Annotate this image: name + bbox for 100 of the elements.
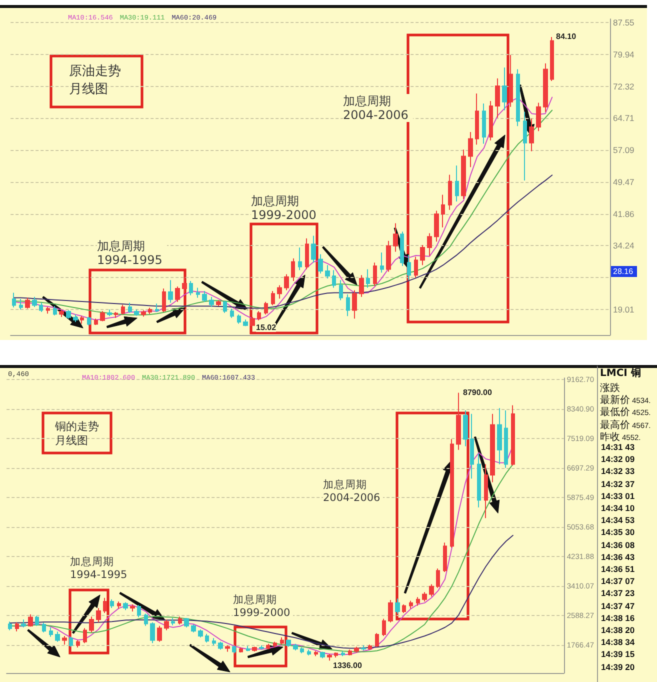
- candlestick: [252, 646, 257, 652]
- candlestick: [441, 194, 445, 228]
- text: 14:32 09: [601, 453, 635, 466]
- candlestick: [502, 67, 507, 111]
- text: 14:36 51: [601, 563, 635, 576]
- candlestick: [32, 296, 37, 308]
- line-series: [14, 174, 553, 309]
- text: 14:35 30: [601, 526, 635, 539]
- candlestick: [286, 639, 291, 648]
- candlestick: [359, 274, 364, 298]
- y-tick-label: 49.47: [613, 176, 635, 187]
- candlestick: [393, 222, 398, 252]
- candlestick: [346, 294, 350, 317]
- candlestick: [354, 646, 359, 654]
- candlestick: [69, 636, 73, 648]
- text: 14:34 53: [601, 514, 635, 526]
- candlestick: [273, 641, 277, 648]
- candlestick: [443, 542, 447, 573]
- candlestick: [237, 314, 241, 324]
- candlestick: [164, 618, 169, 631]
- y-tick-label: 87.55: [613, 18, 635, 28]
- text: 14:32 33: [601, 465, 635, 478]
- candlestick: [87, 316, 91, 326]
- candlestick: [543, 62, 548, 112]
- candlestick: [191, 624, 196, 633]
- candlestick: [182, 276, 187, 294]
- candlestick: [300, 646, 304, 654]
- candlestick: [402, 604, 406, 614]
- candlestick: [137, 604, 141, 618]
- candlestick: [455, 164, 459, 202]
- candlestick: [89, 616, 94, 633]
- text: 涨跌: [600, 383, 620, 394]
- candlestick: [232, 646, 236, 654]
- candlestick: [59, 309, 64, 318]
- candlestick: [73, 314, 78, 323]
- candlestick: [130, 604, 135, 612]
- candlestick: [83, 628, 87, 644]
- candlestick: [291, 258, 295, 282]
- y-tick-label: 57.09: [613, 145, 635, 156]
- candlestick: [46, 306, 50, 314]
- candlestick: [8, 621, 12, 631]
- candlestick: [110, 598, 114, 608]
- candlestick: [223, 300, 227, 314]
- annotation: 加息周期 1999-2000: [233, 594, 293, 620]
- candlestick: [21, 618, 26, 628]
- text: 14:31 43: [601, 442, 635, 454]
- text: 原油走势月线图: [69, 63, 122, 99]
- line-series: [10, 534, 514, 650]
- annotation: 28.16: [611, 266, 638, 277]
- candlestick: [320, 651, 325, 659]
- candlestick: [307, 649, 311, 656]
- candlestick: [366, 268, 370, 288]
- candlestick: [117, 600, 121, 610]
- candlestick: [123, 602, 128, 611]
- candlestick: [198, 629, 203, 638]
- annotation: 8790.00: [463, 388, 492, 397]
- candlestick: [450, 438, 454, 548]
- candlestick: [475, 93, 479, 146]
- candlestick: [259, 644, 264, 650]
- candlestick: [212, 638, 216, 646]
- candlestick: [141, 310, 146, 318]
- candlestick: [461, 149, 466, 200]
- candlestick: [470, 413, 474, 480]
- annotation: 加息周期 1999-2000: [251, 194, 321, 222]
- candlestick: [277, 284, 282, 300]
- text: 14:33 01: [601, 490, 635, 502]
- candlestick: [178, 616, 182, 625]
- candlestick: [373, 262, 377, 287]
- text: 铜的走势月线图: [55, 420, 100, 448]
- candlestick: [49, 626, 53, 638]
- candlestick: [375, 632, 379, 648]
- candlestick: [55, 631, 60, 642]
- candlestick: [94, 318, 98, 326]
- candlestick: [529, 118, 534, 152]
- candlestick: [216, 300, 221, 307]
- candlestick: [400, 231, 404, 266]
- candlestick: [468, 132, 473, 168]
- candlestick: [53, 306, 57, 316]
- candlestick: [380, 252, 384, 274]
- y-tick-label: 79.94: [613, 49, 635, 60]
- candlestick: [284, 274, 289, 291]
- annotation: 加息周期 1994-1995: [97, 239, 167, 267]
- candlestick: [386, 240, 391, 272]
- candlestick: [448, 174, 452, 210]
- candlestick: [456, 392, 461, 450]
- candlestick: [339, 280, 343, 301]
- candlestick: [28, 614, 33, 628]
- candlestick: [422, 592, 427, 602]
- candlestick: [382, 618, 386, 636]
- candlestick: [134, 308, 139, 316]
- candlestick: [12, 292, 16, 308]
- candlestick: [39, 302, 43, 312]
- candlestick: [250, 316, 255, 326]
- y-tick-label: 41.86: [613, 208, 635, 219]
- candlestick: [416, 596, 420, 606]
- candlestick: [489, 100, 493, 141]
- candlestick: [407, 254, 411, 281]
- text: 14:38 20: [601, 624, 635, 636]
- candlestick: [80, 316, 84, 324]
- text: 14:38 16: [601, 612, 635, 624]
